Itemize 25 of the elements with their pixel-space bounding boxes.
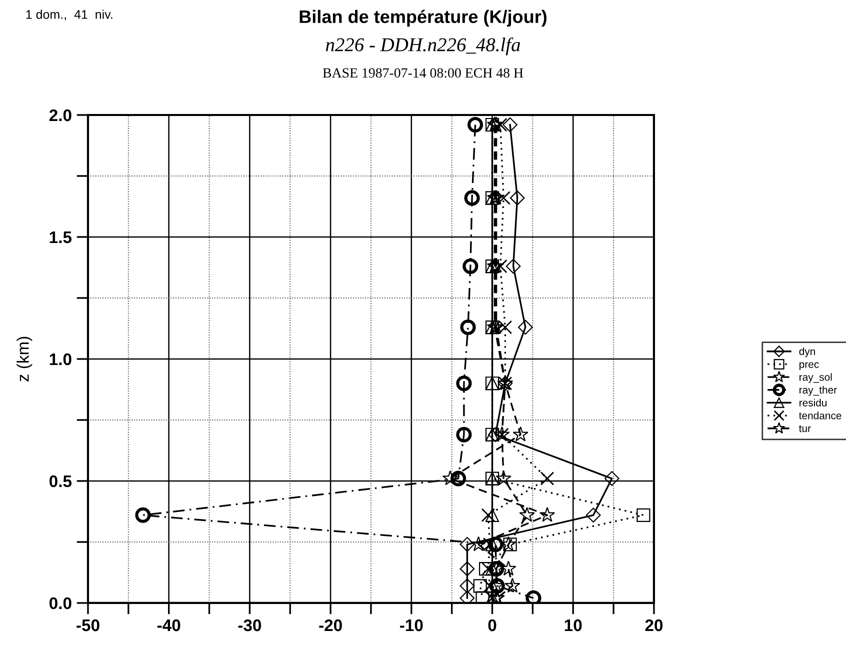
legend-label: tendance <box>798 412 842 420</box>
x-tick-label: -40 <box>157 619 180 632</box>
y-tick-label: 0.5 <box>50 475 72 488</box>
x-tick-label: 20 <box>645 619 663 632</box>
x-tick-label: -20 <box>319 619 342 632</box>
y-axis-title: z (km) <box>16 336 32 382</box>
y-tick-label: 1.0 <box>50 353 72 366</box>
x-tick-label: 10 <box>564 619 582 632</box>
x-tick-label: 0 <box>488 619 496 632</box>
text: 1 dom., 41 niv. <box>26 10 112 20</box>
x-tick-label: -50 <box>76 619 100 632</box>
legend-label: dyn <box>799 347 815 358</box>
legend-label: ray_sol <box>800 373 832 383</box>
legend-label: prec <box>800 362 819 370</box>
x-tick-label: -30 <box>238 619 262 632</box>
chart-title: Bilan de température (K/jour) <box>300 10 547 27</box>
y-tick-label: 0.0 <box>50 597 72 610</box>
x-tick-label: -10 <box>400 619 423 632</box>
legend-label: residu <box>800 398 827 406</box>
legend-label: ray_ther <box>800 386 837 396</box>
y-tick-label: 2.0 <box>49 109 72 122</box>
y-tick-label: 1.5 <box>50 232 72 244</box>
text: BASE 1987-07-14 08:00 ECH 48 H <box>322 68 524 78</box>
chart-subtitle: n226 - DDH.n226_48.lfa <box>326 37 520 56</box>
legend-label: tur <box>798 425 811 432</box>
